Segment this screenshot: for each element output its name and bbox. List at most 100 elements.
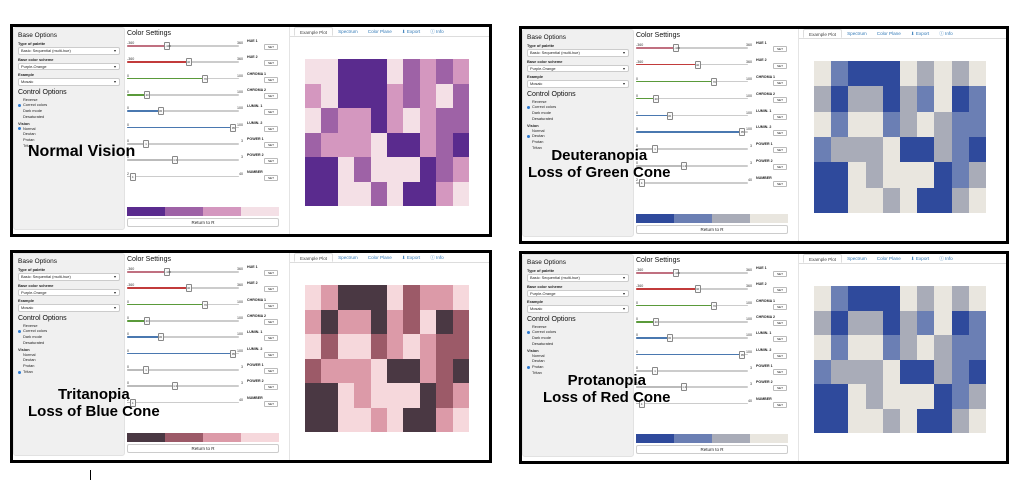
slider-power-2[interactable]: 0 3 1.3 — [127, 152, 243, 165]
control-option-checkbox[interactable]: Reverse — [532, 98, 547, 104]
vision-radio[interactable]: Tritan — [18, 369, 120, 375]
tab-export[interactable]: ⬇ Export — [397, 27, 425, 36]
slider-track[interactable]: 95 — [636, 128, 748, 137]
set-button[interactable]: SET — [264, 384, 278, 391]
slider-chroma-1[interactable]: 0 100 70 — [127, 71, 243, 83]
set-button[interactable]: SET — [264, 286, 278, 293]
set-button[interactable]: SET — [773, 113, 787, 120]
slider-handle[interactable]: 95 — [230, 349, 237, 358]
slider-track[interactable]: 1 — [127, 366, 239, 374]
slider-track[interactable]: 4 — [636, 179, 748, 188]
slider-lumin-1[interactable]: 0 100 30 — [127, 329, 243, 342]
slider-track[interactable]: -100 — [127, 268, 239, 276]
slider-track[interactable]: 4 — [127, 398, 239, 407]
slider-track[interactable]: 95 — [636, 350, 748, 359]
slider-track[interactable]: 30 — [636, 111, 748, 120]
tab-info[interactable]: ⓘ Info — [425, 253, 449, 262]
slider-track[interactable]: 40 — [127, 58, 239, 67]
set-button[interactable]: SET — [264, 44, 278, 50]
control-option-checkbox[interactable]: Dark mode — [23, 108, 43, 114]
control-option-checkbox[interactable]: Reverse — [23, 96, 38, 102]
slider-track[interactable]: 1 — [127, 140, 239, 148]
return-to-r-button[interactable]: Return to R — [636, 445, 788, 454]
set-button[interactable]: SET — [773, 401, 787, 408]
return-to-r-button[interactable]: Return to R — [127, 444, 279, 453]
set-button[interactable]: SET — [773, 96, 787, 103]
slider-power-2[interactable]: 0 3 1.3 — [636, 379, 752, 392]
set-button[interactable]: SET — [264, 351, 278, 358]
tab-spectrum[interactable]: Spectrum — [842, 29, 872, 38]
control-option-checkbox[interactable]: Dark mode — [23, 334, 43, 340]
set-button[interactable]: SET — [773, 336, 787, 343]
vision-radio[interactable]: Protan — [23, 137, 35, 143]
set-button[interactable]: SET — [264, 142, 278, 148]
slider-power-1[interactable]: 0 3 1 — [636, 363, 752, 375]
slider-handle[interactable]: 40 — [185, 58, 192, 67]
slider-hue-1[interactable]: -360 360 -100 — [636, 265, 752, 277]
slider-handle[interactable]: -100 — [164, 42, 171, 50]
base-color-scheme-select[interactable]: Purple-Orange ▾ — [527, 64, 629, 72]
slider-track[interactable]: 70 — [127, 300, 239, 309]
set-button[interactable]: SET — [264, 158, 278, 165]
slider-track[interactable]: 4 — [127, 172, 239, 181]
base-color-scheme-select[interactable]: Purple-Orange ▾ — [18, 62, 120, 70]
slider-power-1[interactable]: 0 3 1 — [636, 141, 752, 154]
set-button[interactable]: SET — [773, 352, 787, 359]
slider-lumin-1[interactable]: 0 100 30 — [636, 108, 752, 120]
vision-radio[interactable]: Deutan — [23, 357, 36, 363]
slider-chroma-2[interactable]: 0 100 20 — [636, 91, 752, 103]
slider-handle[interactable]: 20 — [653, 318, 660, 326]
slider-track[interactable]: 95 — [127, 123, 239, 132]
set-button[interactable]: SET — [264, 335, 278, 342]
slider-handle[interactable]: 4 — [638, 399, 645, 408]
example-select[interactable]: Mosaic ▾ — [527, 80, 629, 88]
slider-track[interactable]: 40 — [636, 285, 748, 294]
slider-handle[interactable]: 20 — [144, 317, 151, 325]
slider-handle[interactable]: 4 — [129, 398, 136, 407]
set-button[interactable]: SET — [264, 125, 278, 132]
slider-chroma-2[interactable]: 0 100 20 — [127, 87, 243, 99]
slider-handle[interactable]: 40 — [694, 60, 701, 69]
slider-handle[interactable]: 70 — [711, 77, 718, 86]
tab-example-plot[interactable]: Example Plot — [803, 254, 843, 263]
type-of-palette-select[interactable]: Basic: Sequential (multi-hue) ▾ — [18, 47, 120, 55]
set-button[interactable]: SET — [773, 130, 787, 137]
slider-handle[interactable]: 95 — [739, 128, 746, 137]
slider-track[interactable]: 1.3 — [636, 383, 748, 392]
control-option-checkbox[interactable]: Dark mode — [532, 335, 552, 341]
tab-color-plane[interactable]: Color Plane — [363, 27, 397, 36]
type-of-palette-select[interactable]: Basic: Sequential (multi-hue) ▾ — [527, 49, 629, 57]
slider-handle[interactable]: -100 — [673, 44, 680, 52]
example-select[interactable]: Mosaic ▾ — [527, 305, 629, 313]
example-select[interactable]: Mosaic ▾ — [18, 304, 120, 312]
set-button[interactable]: SET — [264, 109, 278, 116]
set-button[interactable]: SET — [773, 369, 787, 375]
slider-track[interactable]: 30 — [127, 107, 239, 116]
slider-lumin-2[interactable]: 0 100 95 — [636, 124, 752, 137]
tab-color-plane[interactable]: Color Plane — [872, 29, 906, 38]
slider-number[interactable]: 2 40 4 — [127, 169, 243, 181]
slider-track[interactable]: 20 — [636, 318, 748, 326]
slider-handle[interactable]: 20 — [653, 94, 660, 103]
slider-track[interactable]: -100 — [636, 269, 748, 277]
slider-handle[interactable]: 70 — [202, 300, 209, 309]
slider-power-1[interactable]: 0 3 1 — [127, 136, 243, 148]
set-button[interactable]: SET — [264, 60, 278, 67]
slider-handle[interactable]: 1 — [143, 140, 150, 148]
vision-radio[interactable]: Protan — [23, 363, 35, 369]
set-button[interactable]: SET — [264, 302, 278, 309]
set-button[interactable]: SET — [773, 385, 787, 392]
slider-track[interactable]: 20 — [636, 94, 748, 103]
tab-example-plot[interactable]: Example Plot — [294, 253, 334, 262]
slider-hue-1[interactable]: -360 360 -100 — [127, 264, 243, 276]
slider-handle[interactable]: 1 — [143, 366, 150, 374]
slider-lumin-1[interactable]: 0 100 30 — [636, 330, 752, 343]
tab-info[interactable]: ⓘ Info — [934, 254, 958, 263]
base-color-scheme-select[interactable]: Purple-Orange ▾ — [527, 289, 629, 297]
tab-spectrum[interactable]: Spectrum — [333, 27, 363, 36]
vision-radio[interactable]: Deutan — [532, 358, 545, 364]
slider-number[interactable]: 2 40 4 — [636, 396, 752, 408]
slider-track[interactable]: 1 — [636, 145, 748, 154]
slider-track[interactable]: -100 — [636, 44, 748, 52]
slider-number[interactable]: 2 40 4 — [636, 175, 752, 188]
